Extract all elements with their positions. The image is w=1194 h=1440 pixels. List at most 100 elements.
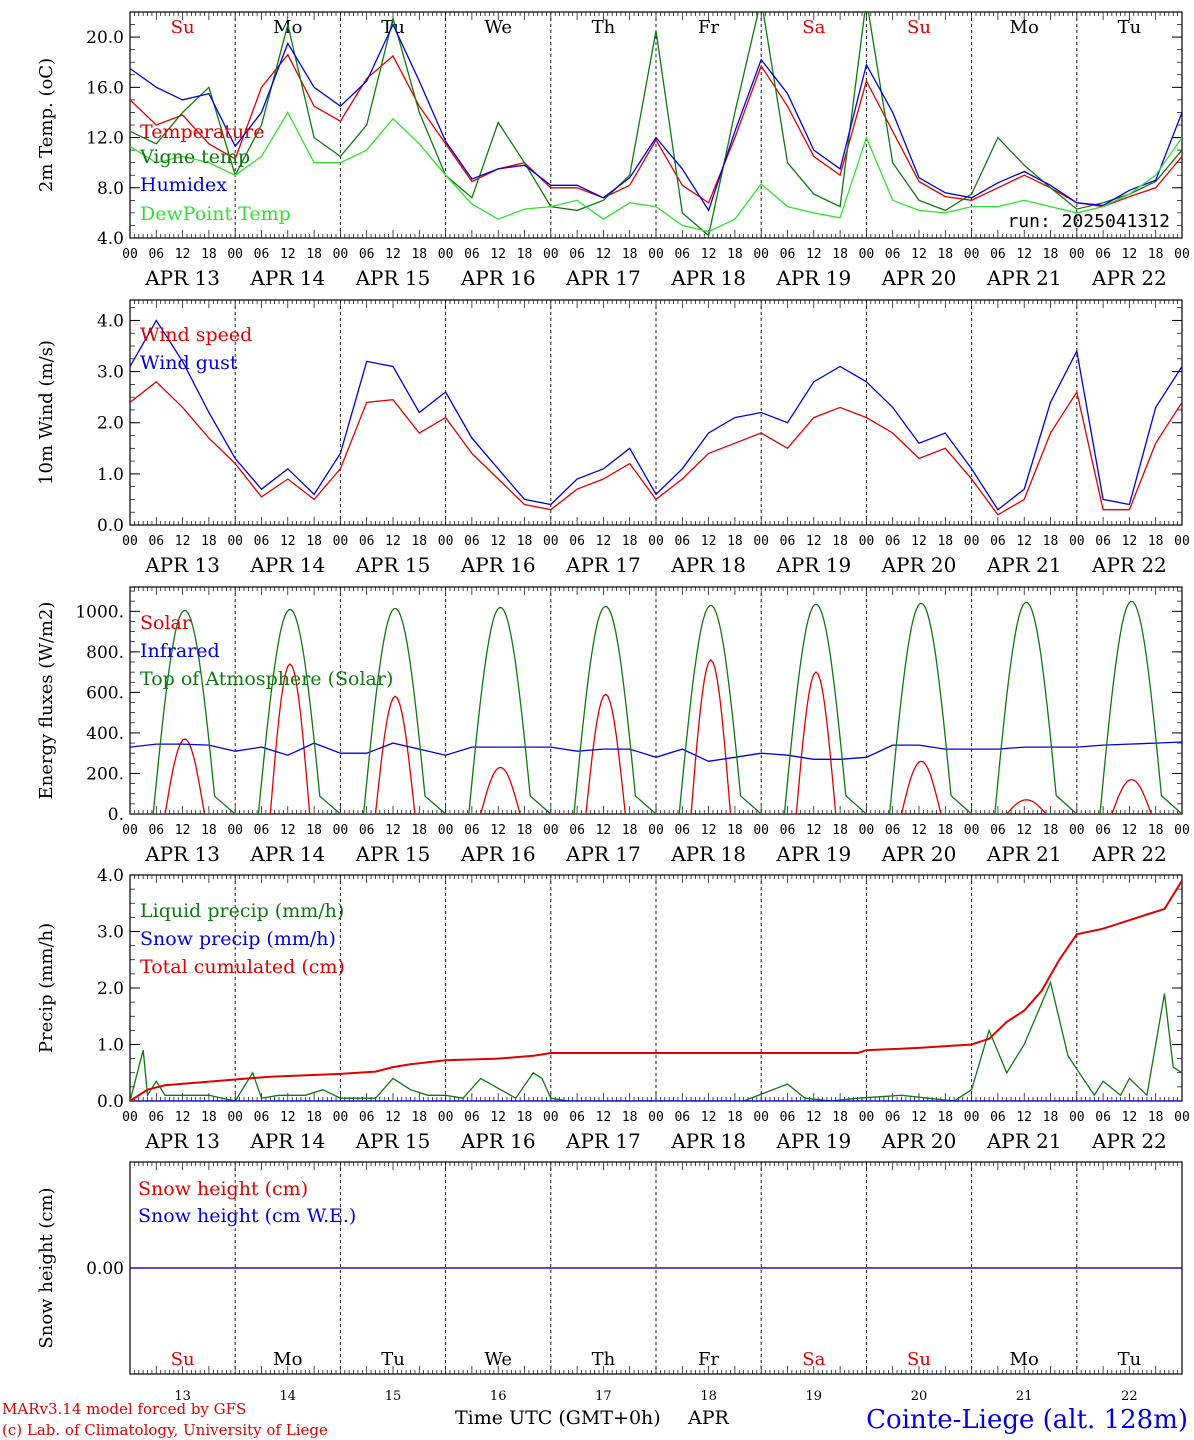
legend-entry: Vigne temp — [139, 146, 250, 168]
hour-label: 12 — [490, 823, 506, 838]
y-tick-label: 4.0 — [97, 311, 124, 331]
y-tick-label: 2.0 — [97, 414, 124, 434]
date-label: APR 15 — [355, 842, 431, 866]
hour-label: 06 — [885, 534, 901, 549]
weekday-label: Mo — [273, 17, 302, 38]
hour-label: 18 — [832, 247, 848, 262]
date-label: APR 20 — [881, 266, 957, 290]
hour-label: 00 — [1174, 534, 1190, 549]
date-label: APR 13 — [144, 1129, 220, 1153]
legend-entry: Temperature — [140, 121, 264, 143]
hour-label: 06 — [254, 823, 270, 838]
bottom-day-number: 22 — [1121, 1389, 1138, 1404]
legend-entry: Solar — [140, 612, 192, 634]
legend-entry: Infrared — [140, 640, 220, 662]
weekday-label: Mo — [1010, 17, 1039, 38]
hour-label: 18 — [306, 534, 322, 549]
weekday-label: Fr — [698, 1349, 719, 1370]
hour-label: 06 — [359, 1110, 375, 1125]
series-line-temperature — [130, 53, 1182, 208]
hour-label: 12 — [701, 823, 717, 838]
date-label: APR 17 — [565, 266, 641, 290]
hour-label: 18 — [411, 534, 427, 549]
series-line-wind-gust — [130, 319, 1182, 511]
hour-label: 00 — [438, 247, 454, 262]
series-group — [130, 880, 1182, 1101]
credit-line-2: (c) Lab. of Climatology, University of L… — [2, 1421, 328, 1439]
hour-label: 18 — [517, 823, 533, 838]
date-label: APR 21 — [986, 842, 1062, 866]
hour-label: 18 — [1043, 823, 1059, 838]
hour-label: 18 — [832, 534, 848, 549]
series-line-total-cumulated-cm — [130, 880, 1182, 1101]
hour-label: 18 — [727, 534, 743, 549]
hour-label: 00 — [122, 534, 138, 549]
hour-label: 12 — [385, 247, 401, 262]
date-label: APR 14 — [249, 553, 325, 577]
hour-label: 12 — [596, 823, 612, 838]
panel-temp: 4.0 8.0 12.0 16.0 20.0 2m Temp. (oC) 00 06 12 18 0… — [36, 11, 1190, 290]
hour-label: 06 — [464, 823, 480, 838]
date-label: APR 19 — [775, 1129, 851, 1153]
hour-label: 18 — [622, 534, 638, 549]
hour-label: 00 — [753, 823, 769, 838]
hour-label: 00 — [964, 247, 980, 262]
hour-label: 06 — [780, 823, 796, 838]
hour-label: 00 — [438, 534, 454, 549]
y-tick-label: 200. — [86, 764, 124, 784]
hour-label: 18 — [832, 823, 848, 838]
hour-label: 00 — [648, 823, 664, 838]
hour-label: 00 — [1069, 1110, 1085, 1125]
hour-label: 12 — [911, 534, 927, 549]
hour-label: 12 — [596, 1110, 612, 1125]
hour-label: 18 — [1148, 823, 1164, 838]
series-line-infrared — [130, 741, 1182, 762]
hour-label: 12 — [175, 1110, 191, 1125]
hour-label: 00 — [122, 247, 138, 262]
date-label: APR 22 — [1091, 266, 1167, 290]
date-label: APR 18 — [670, 266, 746, 290]
hour-label: 18 — [411, 247, 427, 262]
hour-label: 00 — [122, 823, 138, 838]
y-tick-label: 1.0 — [97, 1036, 124, 1056]
hour-label: 12 — [701, 534, 717, 549]
date-label: APR 17 — [565, 842, 641, 866]
hour-label: 12 — [1016, 247, 1032, 262]
date-label: APR 13 — [144, 266, 220, 290]
y-tick-label: 2.0 — [97, 979, 124, 999]
hour-label: 12 — [911, 247, 927, 262]
hour-label: 00 — [753, 534, 769, 549]
date-label: APR 13 — [144, 553, 220, 577]
weekday-label: We — [484, 1349, 512, 1370]
hour-label: 12 — [490, 247, 506, 262]
hour-label: 12 — [1122, 1110, 1138, 1125]
date-label: APR 16 — [460, 553, 536, 577]
date-label: APR 16 — [460, 266, 536, 290]
hour-label: 06 — [1095, 823, 1111, 838]
hour-label: 18 — [1148, 1110, 1164, 1125]
date-label: APR 22 — [1091, 1129, 1167, 1153]
hour-label: 00 — [1069, 534, 1085, 549]
hour-label: 18 — [411, 1110, 427, 1125]
date-label: APR 19 — [775, 553, 851, 577]
weekday-label: Tu — [381, 1349, 405, 1370]
hour-label: 06 — [885, 247, 901, 262]
date-label: APR 18 — [670, 1129, 746, 1153]
hour-label: 18 — [937, 823, 953, 838]
hour-label: 12 — [1122, 534, 1138, 549]
bottom-day-number: 13 — [174, 1389, 191, 1404]
hour-label: 12 — [701, 247, 717, 262]
hour-label: 06 — [780, 1110, 796, 1125]
weekday-label: Sa — [802, 1349, 825, 1370]
hour-label: 00 — [753, 1110, 769, 1125]
hour-label: 12 — [596, 247, 612, 262]
hour-label: 18 — [1043, 247, 1059, 262]
weekday-label: Tu — [381, 17, 405, 38]
hour-label: 06 — [674, 1110, 690, 1125]
hour-label: 12 — [175, 247, 191, 262]
hour-label: 00 — [964, 823, 980, 838]
date-label: APR 15 — [355, 1129, 431, 1153]
y-tick-label: 600. — [86, 683, 124, 703]
weekday-label: Mo — [273, 1349, 302, 1370]
